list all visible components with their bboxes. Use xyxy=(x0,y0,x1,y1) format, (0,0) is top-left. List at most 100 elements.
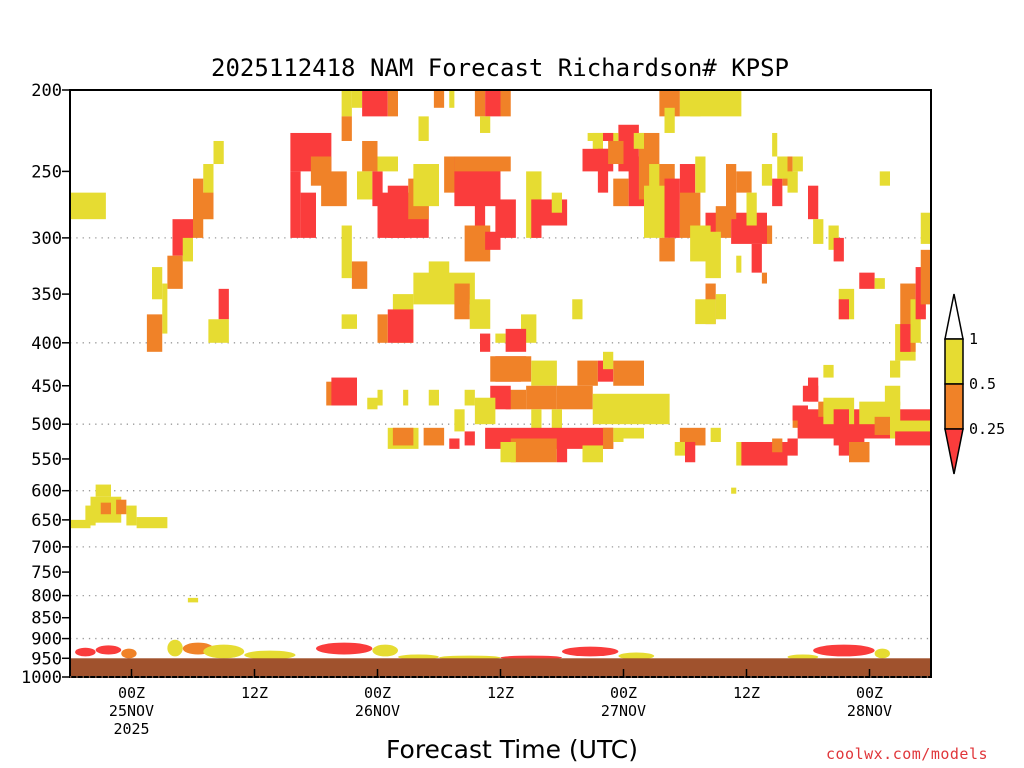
ri-cell xyxy=(500,90,511,117)
ri-cell xyxy=(480,333,491,352)
ri-cell xyxy=(136,517,168,529)
surface-cell xyxy=(874,648,890,659)
ri-cell xyxy=(387,90,398,117)
x-axis-label: Forecast Time (UTC) xyxy=(386,735,638,764)
ri-cell xyxy=(659,237,675,262)
surface-cell xyxy=(95,645,122,655)
legend: 1 0.5 0.25 xyxy=(944,293,1005,475)
ri-cell xyxy=(890,360,901,378)
ri-cell xyxy=(551,409,562,432)
ri-cell xyxy=(767,225,773,244)
ri-cell xyxy=(182,237,193,262)
x-tick-label: 27NOV xyxy=(601,702,646,720)
ri-cell xyxy=(838,299,849,320)
ri-cell xyxy=(787,171,798,193)
ri-cell xyxy=(351,261,368,289)
x-tick-label: 26NOV xyxy=(355,702,400,720)
ri-cell xyxy=(485,231,501,250)
ri-cell xyxy=(203,164,214,220)
ri-cell xyxy=(761,272,767,284)
ri-cell xyxy=(813,219,824,244)
surface-cell xyxy=(167,639,183,657)
y-tick-label: 700 xyxy=(31,538,62,558)
ri-cell xyxy=(772,178,783,207)
ri-cell xyxy=(879,171,890,186)
ri-cell xyxy=(644,185,665,238)
ri-cell xyxy=(362,90,388,117)
ri-cell xyxy=(167,255,183,289)
ri-cell xyxy=(802,385,819,402)
ri-cell xyxy=(633,132,644,149)
ri-cell xyxy=(377,314,388,343)
ri-cell xyxy=(649,164,660,207)
ri-cell xyxy=(418,116,429,141)
ri-cell xyxy=(387,309,414,343)
ri-cell xyxy=(290,171,301,238)
ri-cell xyxy=(362,140,378,172)
ri-cell xyxy=(777,156,788,179)
ri-cell xyxy=(341,225,352,279)
ri-cell xyxy=(490,356,532,382)
ri-cell xyxy=(474,397,496,425)
x-tick-label: 12Z xyxy=(733,684,760,702)
ri-cell xyxy=(208,319,229,343)
ri-cell xyxy=(464,389,475,406)
ri-cell xyxy=(613,427,624,442)
y-tick-label: 300 xyxy=(31,229,62,249)
ri-cell xyxy=(608,140,624,165)
ri-cell xyxy=(731,212,747,244)
y-tick-label: 200 xyxy=(31,81,62,101)
x-tick-label: 00Z xyxy=(856,684,883,702)
y-tick-label: 650 xyxy=(31,511,62,531)
ri-cell xyxy=(392,427,414,446)
x-tick-label: 00Z xyxy=(364,684,391,702)
ri-cell xyxy=(664,178,680,238)
ri-cell xyxy=(715,294,726,320)
ri-cell xyxy=(341,116,352,141)
ri-cell xyxy=(910,299,921,343)
legend-bottom-triangle xyxy=(944,428,964,475)
ri-cell xyxy=(874,278,885,289)
ri-cell xyxy=(828,225,839,250)
y-tick-label: 550 xyxy=(31,450,62,470)
ri-cell xyxy=(423,427,445,446)
ri-cell xyxy=(454,283,470,320)
y-tick-label: 450 xyxy=(31,377,62,397)
y-axis-ticks: 200 250 300 350 400 450 500 550 600 650 700 750 8008… xyxy=(21,81,70,688)
y-tick-label: 750 xyxy=(31,563,62,583)
ri-cell xyxy=(95,484,111,497)
ri-cell xyxy=(531,199,542,238)
ri-cell xyxy=(731,487,737,494)
legend-label: 1 xyxy=(969,330,978,348)
ri-cell xyxy=(695,156,706,193)
ri-cell xyxy=(797,424,839,439)
x-tick-label: 12Z xyxy=(487,684,514,702)
ri-cell xyxy=(761,164,773,186)
ri-cell xyxy=(474,90,486,117)
ri-cell xyxy=(403,389,409,406)
ri-cell xyxy=(152,267,163,300)
ri-cell xyxy=(300,192,316,238)
ri-cell xyxy=(454,156,511,172)
ri-cell xyxy=(321,171,347,207)
ri-cell xyxy=(613,360,644,386)
ri-cell xyxy=(664,107,675,133)
surface-cell xyxy=(618,652,655,660)
y-tick-label: 350 xyxy=(31,285,62,305)
y-tick-label: 1000 xyxy=(21,668,62,688)
ri-cell xyxy=(341,90,352,117)
ri-cell xyxy=(531,409,542,432)
ri-cell xyxy=(367,397,378,410)
ri-cell xyxy=(597,148,609,193)
ri-cell xyxy=(454,409,465,432)
ri-cell xyxy=(474,199,486,238)
ri-cell xyxy=(551,192,562,213)
ri-cell xyxy=(351,90,363,108)
ri-cell xyxy=(505,328,527,352)
ri-cell xyxy=(603,427,614,449)
ri-cell xyxy=(331,377,357,406)
ri-cell xyxy=(833,237,844,262)
y-tick-label: 400 xyxy=(31,334,62,354)
ri-cell xyxy=(495,333,506,343)
y-tick-label: 900 xyxy=(31,630,62,650)
